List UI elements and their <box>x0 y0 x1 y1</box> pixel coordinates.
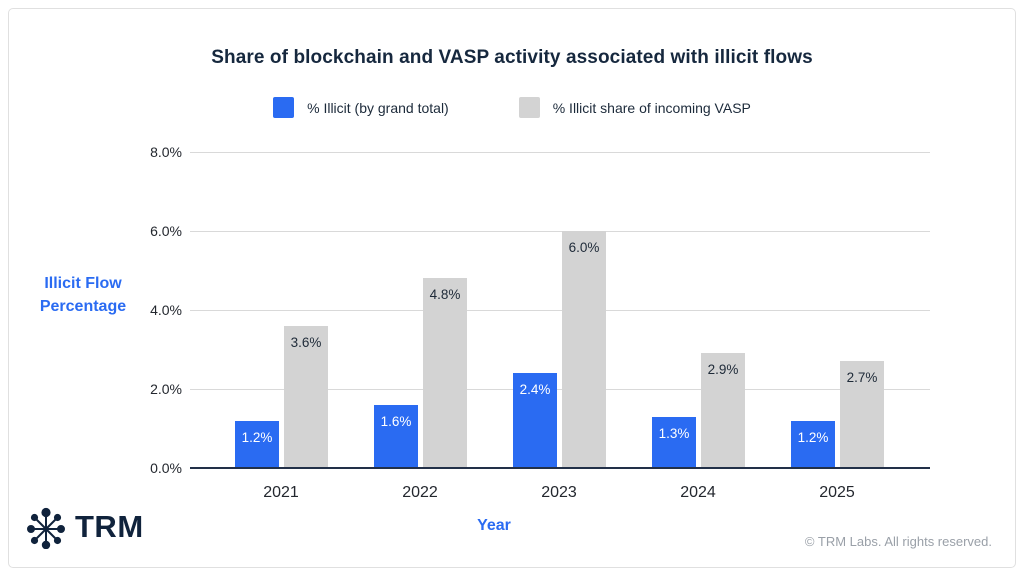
legend: % Illicit (by grand total) % Illicit sha… <box>0 97 1024 118</box>
gridline-8.0% <box>190 152 930 153</box>
bar-vasp-share-2024: 2.9% <box>701 353 745 468</box>
y-tick-2.0%: 2.0% <box>150 381 182 397</box>
y-tick-8.0%: 8.0% <box>150 144 182 160</box>
y-tick-4.0%: 4.0% <box>150 302 182 318</box>
y-tick-6.0%: 6.0% <box>150 223 182 239</box>
x-axis-title: Year <box>477 517 511 534</box>
bar-grand-total-2025: 1.2% <box>791 421 835 468</box>
y-axis-title-line2: Percentage <box>39 298 127 315</box>
x-tick-2023: 2023 <box>541 484 577 501</box>
bar-vasp-share-2023: 6.0% <box>562 231 606 468</box>
legend-label-grand-total: % Illicit (by grand total) <box>307 99 449 116</box>
trm-logo-icon <box>27 507 65 549</box>
bar-label-vasp-share-2024: 2.9% <box>707 362 739 377</box>
x-axis-line <box>190 467 930 469</box>
legend-swatch-blue <box>273 97 295 118</box>
trm-logo-text: TRM <box>75 509 144 544</box>
chart-card <box>8 8 1016 568</box>
bar-grand-total-2021: 1.2% <box>235 421 279 468</box>
bar-grand-total-2023: 2.4% <box>513 373 557 468</box>
bar-label-vasp-share-2022: 4.8% <box>429 287 461 302</box>
x-tick-2022: 2022 <box>402 484 438 501</box>
bar-grand-total-2022: 1.6% <box>374 405 418 468</box>
legend-label-vasp-share: % Illicit share of incoming VASP <box>552 99 751 116</box>
y-axis-title-line1: Illicit Flow <box>44 275 122 292</box>
legend-swatch-gray <box>518 97 540 118</box>
bar-label-grand-total-2023: 2.4% <box>519 382 551 397</box>
gridline-4.0% <box>190 310 930 311</box>
y-tick-0.0%: 0.0% <box>150 460 182 476</box>
bar-vasp-share-2025: 2.7% <box>840 361 884 468</box>
bar-vasp-share-2022: 4.8% <box>423 278 467 468</box>
bar-label-vasp-share-2023: 6.0% <box>568 240 600 255</box>
x-tick-2025: 2025 <box>819 484 855 501</box>
x-tick-2024: 2024 <box>680 484 716 501</box>
copyright-text: © TRM Labs. All rights reserved. <box>804 534 992 549</box>
bar-label-grand-total-2024: 1.3% <box>658 426 690 441</box>
gridline-2.0% <box>190 389 930 390</box>
bar-label-grand-total-2025: 1.2% <box>797 430 829 445</box>
bar-label-vasp-share-2021: 3.6% <box>290 335 322 350</box>
bar-grand-total-2024: 1.3% <box>652 417 696 468</box>
x-tick-2021: 2021 <box>263 484 299 501</box>
bar-label-grand-total-2022: 1.6% <box>380 414 412 429</box>
bar-label-vasp-share-2025: 2.7% <box>846 370 878 385</box>
bar-label-grand-total-2021: 1.2% <box>241 430 273 445</box>
legend-item-grand-total: % Illicit (by grand total) <box>273 97 449 118</box>
legend-item-vasp-share: % Illicit share of incoming VASP <box>518 97 751 118</box>
y-axis-title: Illicit Flow Percentage <box>20 272 146 318</box>
bar-vasp-share-2021: 3.6% <box>284 326 328 468</box>
trm-logo: TRM <box>26 505 144 549</box>
gridline-6.0% <box>190 231 930 232</box>
chart-title: Share of blockchain and VASP activity as… <box>211 47 813 68</box>
